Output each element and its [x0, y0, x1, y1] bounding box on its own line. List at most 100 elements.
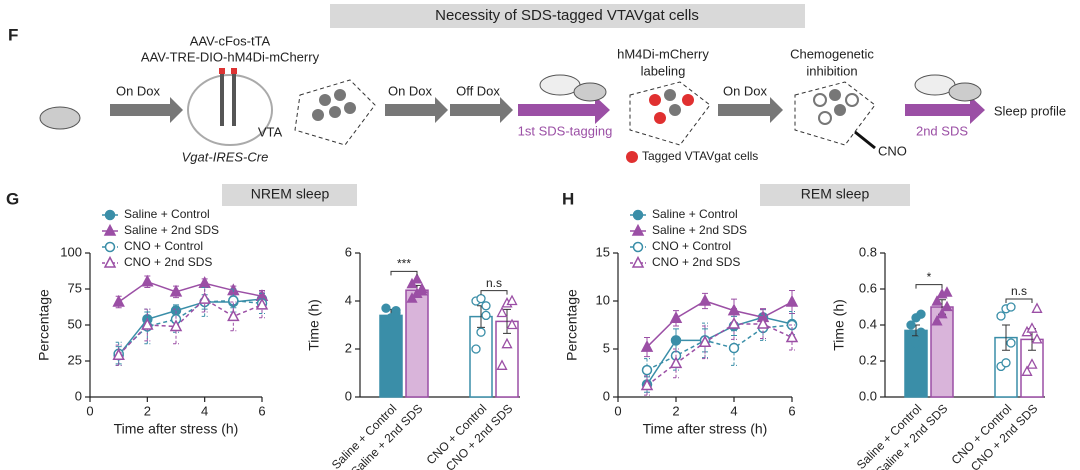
data-point	[906, 345, 916, 355]
data-point	[916, 327, 926, 337]
panel-label: H	[562, 189, 574, 208]
data-point	[727, 316, 741, 329]
y-tick-label: 75	[68, 280, 82, 295]
brain	[187, 74, 273, 146]
panel-label: G	[6, 189, 19, 208]
label: hM4Di-mCherry	[617, 46, 709, 61]
significance-label: ***	[397, 257, 411, 271]
probe-tip	[219, 68, 225, 74]
data-point	[911, 338, 921, 348]
data-point	[1006, 302, 1016, 312]
legend-label: CNO + Control	[652, 239, 731, 253]
error-bar	[760, 309, 766, 339]
vta-region	[794, 81, 876, 146]
data-point	[941, 286, 953, 297]
data-point	[386, 315, 396, 325]
data-point	[698, 293, 712, 306]
data-point	[169, 284, 183, 297]
probe-tip	[231, 68, 237, 74]
data-point	[198, 291, 211, 304]
x-axis-label: Time after stress (h)	[114, 421, 239, 437]
label: labeling	[641, 63, 686, 78]
data-point	[481, 301, 491, 311]
label: CNO	[878, 143, 907, 158]
data-point	[1001, 358, 1011, 368]
data-point	[1021, 365, 1033, 376]
data-point	[496, 359, 508, 370]
data-point	[996, 311, 1006, 321]
y-axis-label: Time (h)	[306, 299, 322, 351]
legend-marker	[103, 255, 117, 268]
data-point	[1006, 338, 1016, 348]
data-point	[931, 315, 943, 326]
data-point	[931, 295, 943, 306]
data-point	[471, 344, 481, 354]
data-point	[785, 294, 799, 307]
legend-label: Saline + 2nd SDS	[652, 223, 747, 237]
series-line	[646, 300, 793, 348]
significance-label: *	[927, 270, 932, 284]
y-tick-label: 50	[68, 316, 82, 331]
legend-marker	[104, 241, 116, 253]
legend-label: CNO + 2nd SDS	[124, 255, 212, 269]
significance-bracket	[915, 284, 943, 289]
title-box	[330, 4, 805, 28]
x-tick-label: 0	[614, 403, 621, 418]
data-point	[501, 337, 513, 349]
error-bar	[230, 301, 237, 332]
arrow	[110, 97, 183, 123]
error-bar	[673, 348, 679, 379]
data-point	[496, 306, 508, 318]
mouse	[39, 106, 81, 130]
label: AAV-TRE-DIO-hM4Di-mCherry	[141, 49, 320, 64]
label: VTA	[258, 124, 283, 139]
label: Vgat-IRES-Cre	[182, 149, 269, 164]
data-point	[416, 285, 428, 296]
arrow	[718, 97, 783, 123]
y-axis-label: Percentage	[564, 289, 580, 361]
error-bar	[201, 287, 208, 317]
legend-label: Saline + 2nd SDS	[124, 223, 219, 237]
diagram	[39, 68, 985, 163]
data-point	[411, 273, 423, 284]
legend-marker	[632, 209, 644, 221]
data-point	[506, 318, 518, 330]
legend-marker	[103, 223, 117, 236]
x-tick-label: 6	[788, 403, 795, 418]
data-point	[506, 294, 518, 306]
data-point	[255, 297, 269, 310]
y-tick-label: 6	[345, 244, 352, 259]
arrow	[450, 97, 513, 123]
data-point	[728, 342, 740, 354]
data-point	[476, 293, 486, 304]
y-tick-label: 10	[596, 292, 610, 307]
x-axis-label: Time after stress (h)	[643, 421, 768, 437]
data-point	[916, 309, 926, 319]
bar	[405, 289, 429, 398]
data-point	[227, 309, 240, 322]
data-point	[941, 300, 953, 312]
x-tick-label: 2	[672, 403, 679, 418]
label: Chemogenetic	[790, 46, 874, 61]
legend-label: Saline + Control	[652, 207, 738, 221]
data-point	[906, 320, 916, 330]
y-tick-label: 100	[60, 244, 82, 259]
figure-title: Necessity of SDS-tagged VTAVgat cells	[435, 7, 699, 24]
series-line	[118, 298, 263, 356]
probe	[220, 68, 224, 126]
y-tick-label: 2	[345, 340, 352, 355]
data-point	[1026, 322, 1038, 333]
title-box	[222, 184, 357, 206]
significance-label: n.s	[1011, 284, 1027, 298]
data-point	[936, 307, 948, 319]
title-box	[760, 184, 910, 206]
data-point	[481, 310, 491, 321]
y-tick-label: 0	[603, 388, 610, 403]
y-tick-label: 15	[596, 244, 610, 259]
legend-marker	[632, 241, 644, 253]
label: Off Dox	[456, 83, 500, 98]
y-tick-label: 0	[75, 388, 82, 403]
vta-region	[629, 81, 711, 146]
arrow	[518, 96, 610, 124]
label: On Dox	[116, 83, 161, 98]
